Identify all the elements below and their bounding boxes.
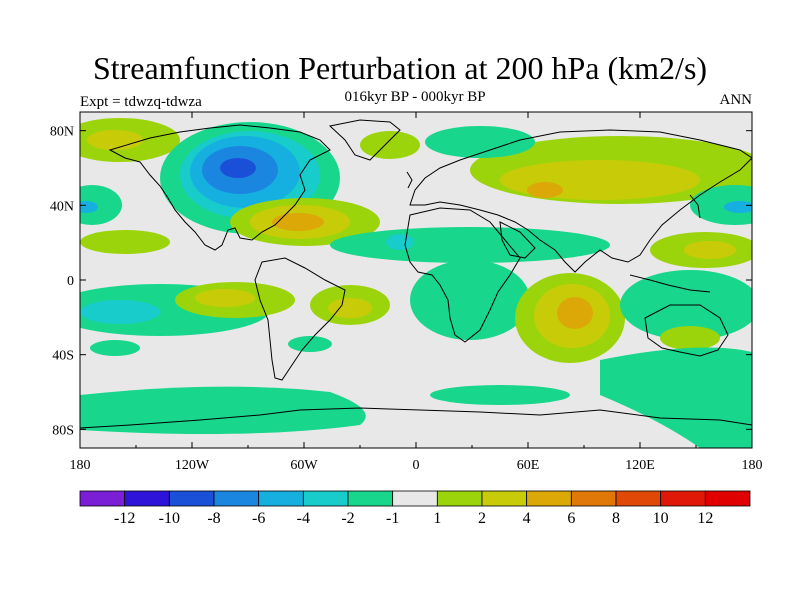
colorbar-swatch	[258, 490, 304, 507]
colorbar-label: -1	[386, 510, 399, 527]
region-north-america-negative-core	[220, 158, 256, 178]
y-axis: 80N 40N 0 40S 80S	[50, 125, 752, 438]
colorbar-label: -10	[159, 510, 180, 527]
chart-title: Streamfunction Perturbation at 200 hPa (…	[92, 50, 708, 86]
coastline-japan	[689, 194, 701, 219]
region-siberia-core	[527, 182, 563, 198]
region-australia-positive	[660, 326, 720, 350]
region-arctic-positive-core	[87, 130, 143, 150]
colorbar-swatch	[79, 490, 126, 507]
colorbar-swatch	[570, 490, 617, 507]
coastline-africa	[404, 207, 521, 343]
x-tick-label: 60E	[517, 458, 540, 473]
region-south-pacific-negative-small	[90, 340, 140, 356]
colorbar-label: -6	[252, 510, 265, 527]
colorbar-label: 8	[612, 510, 620, 527]
region-west-pacific-positive-core	[684, 241, 736, 259]
colorbar: -12 -10 -8 -6 -4 -2 -1 1 2 4 6 8 10 12	[79, 490, 751, 527]
y-tick-label: 40S	[52, 349, 74, 364]
colorbar-label: -8	[207, 510, 220, 527]
y-tick-label: 0	[67, 274, 74, 289]
colorbar-label: -4	[297, 510, 310, 527]
colorbar-swatch	[704, 490, 751, 507]
contour-fills	[80, 118, 752, 448]
x-axis: 180 120W 60W 0 60E 120E 180	[70, 112, 763, 473]
coastline-uk	[406, 171, 413, 189]
coastline-south-america	[254, 257, 346, 381]
colorbar-label: 6	[567, 510, 575, 527]
region-pacific-east-negative	[80, 185, 122, 225]
x-tick-label: 0	[413, 458, 420, 473]
colorbar-label: -12	[114, 510, 135, 527]
region-south-america-negative-small	[288, 336, 332, 352]
region-pacific-west-negative	[690, 185, 752, 225]
y-tick-label: 40N	[50, 199, 74, 214]
coastline-australia	[644, 304, 729, 357]
season-label: ANN	[719, 92, 753, 108]
coastline-antarctica	[80, 407, 752, 429]
region-south-pacific-negative-core	[80, 300, 160, 324]
region-africa-negative	[410, 260, 530, 340]
colorbar-swatch	[168, 490, 215, 507]
colorbar-swatch	[436, 490, 483, 507]
y-tick-label: 80S	[52, 423, 74, 438]
x-tick-label: 120W	[175, 458, 210, 473]
region-southern-pacific-negative	[80, 386, 366, 434]
coastline-arabia	[499, 221, 536, 259]
colorbar-swatch	[302, 490, 349, 507]
colorbar-label: 10	[653, 510, 669, 527]
coastline-eurasia	[409, 129, 752, 273]
coastline-north-america	[108, 124, 331, 251]
region-pacific-west-negative-core	[724, 201, 752, 213]
x-tick-label: 180	[742, 458, 763, 473]
region-south-america-positive-core	[195, 289, 255, 307]
region-greenland-positive	[360, 131, 420, 159]
region-indian-ocean-positive-core	[557, 297, 593, 329]
experiment-label: Expt = tdwzq-tdwza	[80, 94, 202, 110]
colorbar-swatch	[526, 490, 572, 507]
region-pacific-east-negative-core	[80, 201, 98, 213]
colorbar-swatch	[481, 490, 528, 507]
colorbar-swatch	[213, 490, 260, 507]
region-east-pacific-positive	[80, 230, 170, 254]
colorbar-swatch	[615, 490, 662, 507]
colorbar-swatch	[392, 490, 438, 507]
colorbar-label: 4	[523, 510, 531, 527]
coastline-indonesia	[629, 274, 711, 293]
region-north-atlantic-negative	[425, 126, 535, 158]
region-subtropical-negative-core	[386, 234, 414, 250]
colorbar-label: 1	[433, 510, 441, 527]
coastline-greenland	[328, 119, 401, 161]
colorbar-swatch	[347, 490, 394, 507]
region-subtropical-negative	[330, 227, 610, 263]
chart-subtitle: 016kyr BP - 000kyr BP	[344, 89, 486, 105]
colorbar-swatch	[660, 490, 706, 507]
colorbar-label: 2	[478, 510, 486, 527]
colorbar-label: 12	[697, 510, 713, 527]
region-south-atlantic-positive-core	[328, 298, 372, 318]
region-atlantic-positive-core	[272, 213, 324, 231]
x-tick-label: 60W	[290, 458, 318, 473]
y-tick-label: 80N	[50, 125, 74, 140]
coastlines	[80, 119, 752, 429]
x-tick-label: 120E	[625, 458, 655, 473]
region-southern-indian-negative	[430, 385, 570, 405]
region-southern-ocean-negative	[600, 347, 752, 448]
colorbar-swatch	[124, 490, 170, 507]
colorbar-label: -2	[341, 510, 354, 527]
x-tick-label: 180	[70, 458, 91, 473]
